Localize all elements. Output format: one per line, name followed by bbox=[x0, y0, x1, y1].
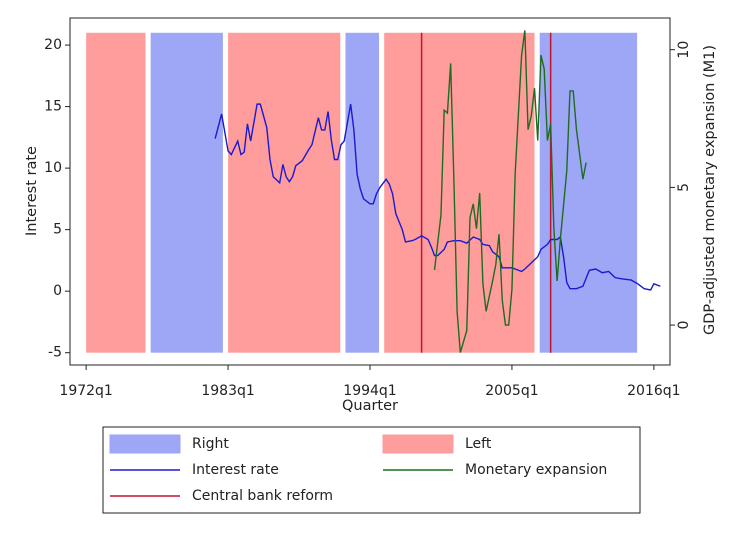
period-band bbox=[539, 32, 638, 353]
legend-box bbox=[102, 426, 641, 514]
y2-tick-label: 0 bbox=[676, 321, 692, 330]
period-band bbox=[384, 32, 535, 353]
period-band bbox=[228, 32, 341, 353]
y-tick-label: 5 bbox=[53, 222, 62, 238]
legend-swatch bbox=[382, 434, 454, 454]
legend-label: Interest rate bbox=[192, 462, 279, 478]
x-tick-label: 2005q1 bbox=[485, 383, 538, 399]
y2-axis-title: GDP-adjusted monetary expansion (M1) bbox=[702, 45, 718, 335]
y2-tick-label: 10 bbox=[676, 41, 692, 59]
legend-label: Monetary expansion bbox=[465, 462, 607, 478]
x-tick-label: 1983q1 bbox=[201, 383, 254, 399]
x-tick-label: 2016q1 bbox=[627, 383, 680, 399]
y2-tick-label: 5 bbox=[676, 183, 692, 192]
legend-label: Left bbox=[465, 436, 492, 452]
x-axis-title: Quarter bbox=[342, 398, 398, 414]
legend-swatch bbox=[109, 434, 181, 454]
period-band bbox=[86, 32, 146, 353]
period-band bbox=[150, 32, 223, 353]
y-tick-label: 20 bbox=[44, 37, 62, 53]
x-tick-label: 1972q1 bbox=[59, 383, 112, 399]
y-tick-label: 0 bbox=[53, 283, 62, 299]
y-tick-label: -5 bbox=[48, 345, 62, 361]
x-tick-label: 1994q1 bbox=[343, 383, 396, 399]
y-tick-label: 15 bbox=[44, 99, 62, 115]
legend-label: Central bank reform bbox=[192, 488, 333, 504]
data-line bbox=[214, 103, 661, 291]
y-tick-label: 10 bbox=[44, 160, 62, 176]
y-axis-title: Interest rate bbox=[24, 146, 40, 236]
legend-label: Right bbox=[192, 436, 229, 452]
data-line bbox=[433, 30, 587, 353]
